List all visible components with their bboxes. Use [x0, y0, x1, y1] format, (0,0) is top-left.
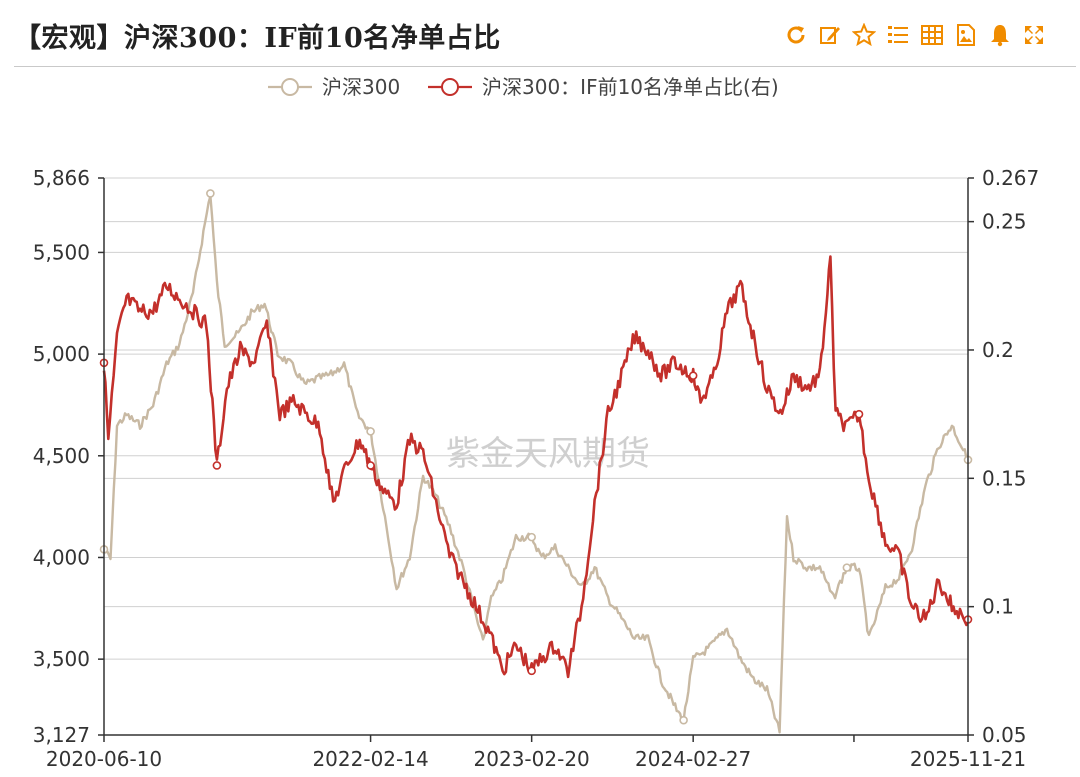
series-line-index [102, 195, 969, 734]
legend-label: 沪深300：IF前10名净单占比(右) [482, 75, 779, 99]
x-tick-label: 2020-06-10 [46, 747, 162, 771]
fullscreen-icon[interactable] [1022, 22, 1046, 48]
grid [104, 177, 968, 660]
series-marker [527, 532, 536, 542]
legend-item-ratio[interactable]: 沪深300：IF前10名净单占比(右) [428, 75, 779, 99]
legend-item-index[interactable]: 沪深300 [268, 75, 400, 99]
x-tick-label: 2022-02-14 [312, 747, 428, 771]
x-tick-label: 2025-11-21 [910, 747, 1026, 771]
legend[interactable]: 沪深300 沪深300：IF前10名净单占比(右) [268, 75, 779, 99]
series-marker [854, 409, 864, 419]
series-marker [206, 189, 215, 198]
y-left-tick-label: 5,500 [33, 240, 90, 264]
y-left-tick-label: 3,500 [33, 647, 90, 671]
y-right-tick-label: 0.05 [982, 723, 1027, 747]
y-right-tick-label: 0.15 [982, 466, 1027, 490]
toolbar [784, 22, 1046, 48]
y-left-tick-label: 5,866 [33, 166, 90, 190]
y-left-tick-label: 5,000 [33, 342, 90, 366]
series-marker [366, 427, 375, 436]
series-marker [679, 715, 688, 725]
legend-swatch-marker [281, 78, 299, 96]
page-title: 【宏观】沪深300：IF前10名净单占比 [14, 23, 501, 54]
y-left-tick-label: 3,127 [33, 723, 90, 747]
y-right-tick-label: 0.267 [982, 166, 1039, 190]
refresh-icon[interactable] [784, 22, 808, 48]
x-tick-label: 2024-02-27 [635, 747, 751, 771]
series-marker [527, 666, 536, 676]
x-tick-label: 2023-02-20 [474, 747, 590, 771]
y-right-tick-label: 0.2 [982, 338, 1014, 362]
header-divider [14, 66, 1076, 67]
image-icon[interactable] [954, 22, 978, 48]
star-icon[interactable] [852, 22, 876, 48]
axes: 3,127 3,500 4,000 4,500 5,000 5,500 5,866 0.05 0… [33, 166, 1040, 771]
series-marker [366, 461, 375, 470]
y-left-tick-label: 4,500 [33, 444, 90, 468]
list-icon[interactable] [886, 22, 910, 48]
series-marker [212, 461, 222, 470]
y-right-tick-label: 0.1 [982, 595, 1014, 619]
series-marker [842, 563, 852, 572]
watermark: 紫金天风期货 [446, 434, 650, 474]
series-marker [688, 371, 698, 380]
series-line-ratio [102, 255, 970, 679]
bell-icon[interactable] [988, 22, 1012, 48]
legend-swatch-marker [441, 78, 459, 96]
series-layer [99, 189, 973, 734]
legend-label: 沪深300 [322, 75, 400, 99]
edit-icon[interactable] [818, 22, 842, 48]
table-icon[interactable] [920, 22, 944, 48]
y-left-tick-label: 4,000 [33, 545, 90, 569]
y-right-tick-label: 0.25 [982, 210, 1027, 234]
